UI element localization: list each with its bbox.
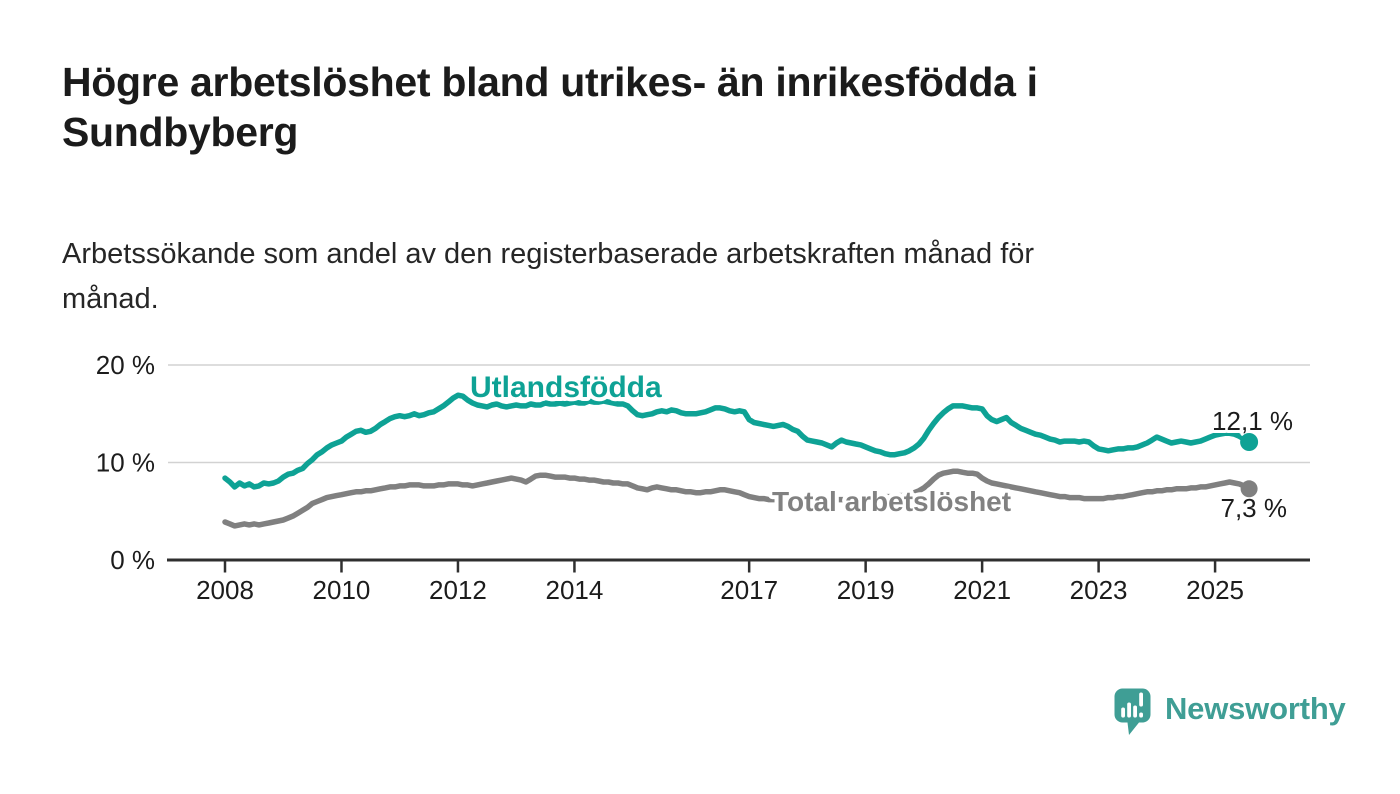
x-axis-label-2017: 2017 [720, 575, 778, 605]
logo-exclamation-bar [1139, 692, 1143, 707]
utlandsfodda-end-dot [1240, 433, 1259, 451]
page-title-line2: Sundbyberg [62, 109, 299, 155]
page-subtitle-line2: månad. [62, 283, 159, 315]
logo-exclamation-dot [1139, 712, 1143, 718]
logo-bubble-shape [1114, 688, 1151, 735]
x-axis-label-2023: 2023 [1070, 575, 1128, 605]
logo-bar3 [1133, 705, 1137, 718]
newsworthy-logo-icon [1114, 688, 1151, 735]
utlandsfodda-end-value-label: 12,1 % [1212, 406, 1293, 436]
x-axis-label-2008: 2008 [196, 575, 254, 605]
y-axis-label-10: 10 % [96, 448, 155, 478]
x-axis-label-2021: 2021 [953, 575, 1011, 605]
x-axis-label-2014: 2014 [546, 575, 604, 605]
newsworthy-logo-text: Newsworthy [1165, 691, 1346, 726]
newsworthy-logo: Newsworthy [1114, 688, 1346, 736]
total-arbetsloshet-end-value-label: 7,3 % [1221, 493, 1288, 523]
x-axis-label-2010: 2010 [313, 575, 371, 605]
x-axis-label-2012: 2012 [429, 575, 487, 605]
logo-bar1 [1121, 707, 1125, 718]
y-axis-label-0: 0 % [110, 545, 155, 575]
total-arbetsloshet-series-label: Total arbetslöshet [772, 486, 1011, 517]
page-subtitle: Arbetssökande som andel av den registerb… [62, 232, 1362, 322]
x-axis-label-2025: 2025 [1186, 575, 1244, 605]
y-axis-label-20: 20 % [96, 350, 155, 380]
utlandsfodda-line [222, 392, 1252, 490]
utlandsfodda-series-label: Utlandsfödda [470, 371, 662, 404]
page-subtitle-line1: Arbetssökande som andel av den registerb… [62, 238, 1035, 270]
page-title-line1: Högre arbetslöshet bland utrikes- än inr… [62, 59, 1038, 105]
total-arbetsloshet-end-dot [1240, 480, 1258, 498]
page-title: Högre arbetslöshet bland utrikes- än inr… [62, 57, 1362, 157]
total-arbetsloshet-line [222, 468, 1252, 529]
logo-bar2 [1127, 702, 1131, 718]
x-axis-label-2019: 2019 [837, 575, 895, 605]
